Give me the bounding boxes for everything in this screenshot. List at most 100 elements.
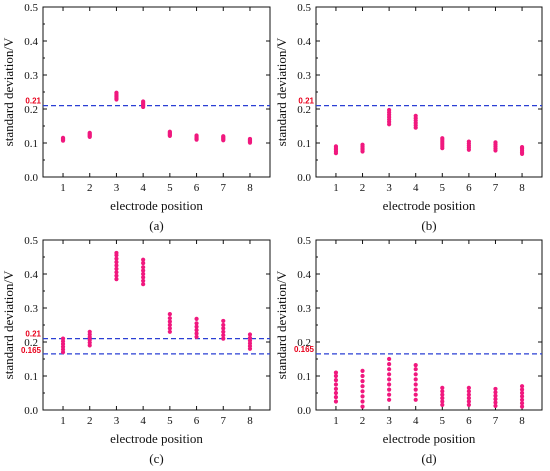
data-point bbox=[334, 378, 338, 382]
data-point bbox=[387, 377, 391, 381]
x-tick-label: 1 bbox=[60, 182, 66, 194]
y-axis-label: standard deviation/V bbox=[1, 37, 16, 146]
y-tick-label: 0.2 bbox=[24, 104, 38, 116]
x-tick-label: 7 bbox=[221, 415, 227, 427]
y-tick-label: 0.1 bbox=[297, 138, 311, 150]
data-point bbox=[221, 323, 225, 327]
data-point bbox=[114, 91, 118, 95]
data-point bbox=[61, 136, 65, 140]
x-tick-label: 1 bbox=[333, 415, 339, 427]
y-tick-label: 0.2 bbox=[297, 104, 311, 116]
panel-label: (a) bbox=[149, 218, 163, 233]
data-point bbox=[387, 362, 391, 366]
data-point bbox=[168, 130, 172, 134]
data-point bbox=[334, 382, 338, 386]
x-tick-label: 6 bbox=[194, 182, 200, 194]
y-tick-label: 0.5 bbox=[297, 2, 311, 14]
data-point bbox=[194, 317, 198, 321]
y-axis-label: standard deviation/V bbox=[1, 270, 16, 379]
data-point bbox=[360, 369, 364, 373]
x-tick-label: 1 bbox=[60, 415, 66, 427]
data-point bbox=[467, 386, 471, 390]
data-point bbox=[414, 372, 418, 376]
x-tick-label: 4 bbox=[413, 182, 419, 194]
x-tick-label: 3 bbox=[386, 182, 392, 194]
panel-label: (c) bbox=[149, 451, 163, 466]
data-point bbox=[334, 395, 338, 399]
data-point bbox=[141, 99, 145, 103]
x-tick-label: 4 bbox=[140, 182, 146, 194]
data-point bbox=[334, 399, 338, 403]
x-tick-label: 5 bbox=[440, 182, 446, 194]
y-tick-label: 0.0 bbox=[24, 405, 38, 417]
y-tick-label: 0.5 bbox=[24, 2, 38, 14]
data-point bbox=[467, 140, 471, 144]
y-tick-label: 0.4 bbox=[24, 269, 38, 281]
data-point bbox=[387, 388, 391, 392]
data-point bbox=[248, 332, 252, 336]
data-point bbox=[141, 258, 145, 262]
x-tick-label: 8 bbox=[519, 415, 525, 427]
y-tick-label: 0.4 bbox=[24, 36, 38, 48]
data-point bbox=[334, 391, 338, 395]
x-tick-label: 3 bbox=[386, 415, 392, 427]
x-tick-label: 6 bbox=[466, 182, 472, 194]
data-point bbox=[334, 387, 338, 391]
x-tick-label: 7 bbox=[221, 182, 227, 194]
y-tick-label: 0.5 bbox=[297, 235, 311, 247]
data-point bbox=[493, 387, 497, 391]
data-point bbox=[520, 384, 524, 388]
y-tick-label: 0.3 bbox=[24, 70, 38, 82]
data-point bbox=[387, 367, 391, 371]
x-tick-label: 2 bbox=[360, 415, 366, 427]
x-tick-label: 8 bbox=[519, 182, 525, 194]
y-tick-label: 0.1 bbox=[24, 138, 38, 150]
chart-panel-2: 0.00.10.20.30.40.51 2 3 4 5 6 7 80.21electrode … bbox=[274, 2, 542, 233]
y-tick-label: 0.0 bbox=[297, 405, 311, 417]
plot-frame bbox=[316, 240, 542, 410]
data-point bbox=[414, 393, 418, 397]
x-tick-label: 3 bbox=[114, 182, 120, 194]
data-point bbox=[414, 377, 418, 381]
data-point bbox=[360, 394, 364, 398]
chart-panel-3: 0.0 0.1 0.2 0.3 0.4 0.5 1 2 3 4 5 6 7 8 0.21 0.165 elect… bbox=[1, 235, 270, 466]
x-tick-label: 7 bbox=[493, 415, 499, 427]
data-point bbox=[88, 330, 92, 334]
data-point bbox=[360, 399, 364, 403]
x-axis-label: electrode position bbox=[383, 198, 476, 213]
data-point bbox=[114, 251, 118, 255]
x-axis-label: electrode position bbox=[110, 431, 203, 446]
x-tick-label: 5 bbox=[167, 415, 173, 427]
reference-line-label: 0.21 bbox=[298, 97, 314, 106]
data-point bbox=[440, 136, 444, 140]
x-tick-label: 6 bbox=[466, 415, 472, 427]
x-tick-label: 5 bbox=[167, 182, 173, 194]
x-tick-label: 8 bbox=[247, 182, 253, 194]
data-point bbox=[360, 143, 364, 147]
data-point bbox=[520, 145, 524, 149]
data-point bbox=[387, 398, 391, 402]
y-tick-label: 0.4 bbox=[297, 36, 311, 48]
y-tick-label: 0.0 bbox=[24, 172, 38, 184]
data-point bbox=[493, 140, 497, 144]
data-point bbox=[168, 316, 172, 320]
data-point bbox=[387, 393, 391, 397]
y-axis-label: standard deviation/V bbox=[274, 37, 289, 146]
y-tick-label: 0.1 bbox=[24, 371, 38, 383]
y-tick-label: 0.1 bbox=[297, 371, 311, 383]
plot-frame bbox=[316, 7, 542, 177]
y-tick-label: 0.0 bbox=[297, 172, 311, 184]
x-tick-label: 6 bbox=[194, 415, 200, 427]
data-point bbox=[360, 379, 364, 383]
x-tick-label: 1 bbox=[333, 182, 339, 194]
x-tick-label: 2 bbox=[87, 182, 93, 194]
y-tick-label: 0.4 bbox=[297, 269, 311, 281]
data-point bbox=[360, 405, 364, 409]
data-point bbox=[168, 312, 172, 316]
data-point bbox=[221, 134, 225, 138]
x-axis-label: electrode position bbox=[383, 431, 476, 446]
panel-label: (b) bbox=[421, 218, 436, 233]
data-point bbox=[360, 389, 364, 393]
data-point bbox=[61, 337, 65, 341]
